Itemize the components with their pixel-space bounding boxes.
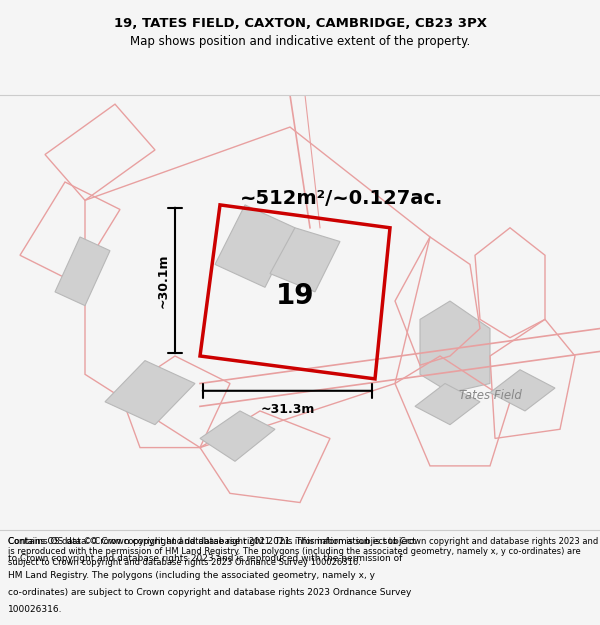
Text: Contains OS data © Crown copyright and database right 2021. This information is : Contains OS data © Crown copyright and d… bbox=[8, 537, 598, 567]
Polygon shape bbox=[490, 370, 555, 411]
Text: Tates Field: Tates Field bbox=[458, 389, 521, 402]
Polygon shape bbox=[415, 384, 480, 424]
Text: 19: 19 bbox=[276, 282, 314, 311]
Polygon shape bbox=[270, 228, 340, 292]
Polygon shape bbox=[55, 237, 110, 306]
Text: ~30.1m: ~30.1m bbox=[157, 253, 170, 308]
Text: ~31.3m: ~31.3m bbox=[260, 402, 314, 416]
Bar bbox=[0, 530, 600, 625]
Text: Map shows position and indicative extent of the property.: Map shows position and indicative extent… bbox=[130, 35, 470, 48]
Text: co-ordinates) are subject to Crown copyright and database rights 2023 Ordnance S: co-ordinates) are subject to Crown copyr… bbox=[8, 588, 412, 597]
Bar bbox=[0, 0, 600, 95]
Polygon shape bbox=[200, 411, 275, 461]
Text: HM Land Registry. The polygons (including the associated geometry, namely x, y: HM Land Registry. The polygons (includin… bbox=[8, 571, 375, 580]
Polygon shape bbox=[420, 301, 490, 392]
Text: to Crown copyright and database rights 2023 and is reproduced with the permissio: to Crown copyright and database rights 2… bbox=[8, 554, 403, 563]
Text: 100026316.: 100026316. bbox=[8, 605, 62, 614]
Polygon shape bbox=[105, 361, 195, 424]
Text: 19, TATES FIELD, CAXTON, CAMBRIDGE, CB23 3PX: 19, TATES FIELD, CAXTON, CAMBRIDGE, CB23… bbox=[113, 17, 487, 30]
Text: ~512m²/~0.127ac.: ~512m²/~0.127ac. bbox=[240, 189, 443, 208]
Polygon shape bbox=[215, 205, 295, 288]
Text: Contains OS data © Crown copyright and database right 2021. This information is : Contains OS data © Crown copyright and d… bbox=[8, 537, 416, 546]
